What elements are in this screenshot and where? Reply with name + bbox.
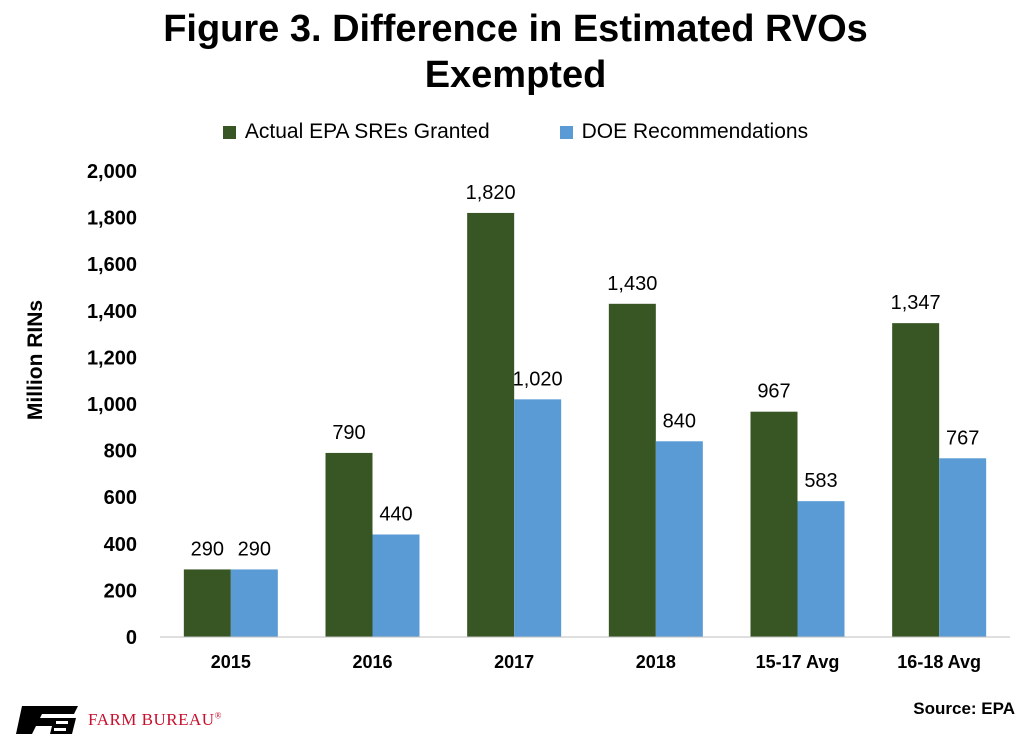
y-tick-label: 1,200 xyxy=(87,347,137,369)
bar-doe xyxy=(230,569,278,637)
y-tick-label: 1,000 xyxy=(87,394,137,416)
x-category-label: 2017 xyxy=(494,652,534,672)
bar-epa xyxy=(608,303,656,637)
chart-title: Figure 3. Difference in Estimated RVOs E… xyxy=(0,6,1031,98)
bar-epa xyxy=(183,569,231,637)
y-tick-label: 0 xyxy=(126,627,137,649)
x-category-label: 2018 xyxy=(636,652,676,672)
data-label: 840 xyxy=(663,410,696,432)
data-label: 790 xyxy=(332,422,365,444)
farm-bureau-logo-icon xyxy=(16,706,78,734)
bars xyxy=(183,212,987,637)
y-tick-label: 1,800 xyxy=(87,208,137,230)
bar-doe xyxy=(514,399,562,637)
data-label: 1,347 xyxy=(891,292,941,314)
farm-bureau-logo: FARM BUREAU® xyxy=(14,704,222,736)
source-note: Source: EPA xyxy=(913,699,1015,718)
y-tick-label: 800 xyxy=(104,441,137,463)
legend-item-doe: DOE Recommendations xyxy=(559,120,809,144)
legend-swatch-epa xyxy=(222,125,236,139)
y-tick-label: 600 xyxy=(104,487,137,509)
data-label: 1,430 xyxy=(607,273,657,295)
data-label: 1,820 xyxy=(466,182,516,204)
legend-label-doe: DOE Recommendations xyxy=(581,120,809,143)
data-label: 290 xyxy=(191,538,224,560)
bar-epa xyxy=(467,212,515,637)
legend-item-epa: Actual EPA SREs Granted xyxy=(222,120,490,144)
bar-doe xyxy=(797,501,845,637)
legend-swatch-doe xyxy=(559,125,573,139)
logo-text: FARM BUREAU xyxy=(88,710,215,729)
y-tick-label: 400 xyxy=(104,534,137,556)
data-label: 967 xyxy=(757,381,790,403)
farm-bureau-logo-text: FARM BUREAU® xyxy=(88,710,222,730)
x-category-label: 2015 xyxy=(211,652,251,672)
data-label: 440 xyxy=(379,503,412,525)
chart-title-line-1: Figure 3. Difference in Estimated RVOs xyxy=(163,8,868,50)
bar-epa xyxy=(892,323,940,637)
bar-doe xyxy=(939,458,987,637)
chart-title-line-2: Exempted xyxy=(424,54,607,96)
bar-epa xyxy=(750,411,798,637)
y-tick-label: 2,000 xyxy=(87,161,137,183)
bar-doe xyxy=(655,441,703,637)
x-category-label: 16-18 Avg xyxy=(897,652,981,672)
y-axis-ticks: 0 200 400 600 800 1,000 1,200 1,400 1,600 1,800 2,… xyxy=(87,161,137,649)
legend: Actual EPA SREs Granted DOE Recommendati… xyxy=(0,120,1031,144)
data-label: 1,020 xyxy=(513,368,563,390)
y-tick-label: 1,600 xyxy=(87,254,137,276)
data-label: 583 xyxy=(804,470,837,492)
y-tick-label: 1,400 xyxy=(87,301,137,323)
data-labels: 290 290 790 440 1,820 1,020 1,430 840 967 583 1,34… xyxy=(191,182,980,560)
x-category-label: 15-17 Avg xyxy=(756,652,840,672)
legend-label-epa: Actual EPA SREs Granted xyxy=(244,120,490,143)
category-labels: 2015 2016 2017 2018 15-17 Avg 16-18 Avg xyxy=(211,652,981,672)
y-tick-label: 200 xyxy=(104,580,137,602)
x-category-label: 2016 xyxy=(352,652,392,672)
data-label: 290 xyxy=(238,538,271,560)
logo-registered-mark: ® xyxy=(214,710,222,721)
bar-doe xyxy=(372,534,420,637)
data-label: 767 xyxy=(946,427,979,449)
bar-epa xyxy=(325,452,373,637)
